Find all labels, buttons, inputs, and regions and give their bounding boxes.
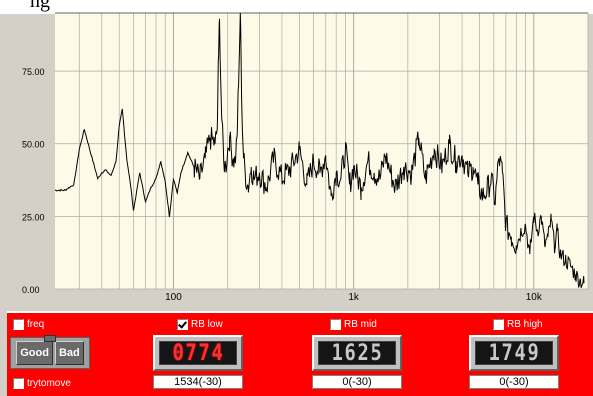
- y-tick-label: 0.00: [22, 285, 40, 295]
- rb-low-checkbox-box[interactable]: [177, 318, 188, 330]
- plot-area: [55, 13, 588, 289]
- bad-button[interactable]: Bad: [54, 341, 84, 365]
- rb-low-display: 0774: [153, 335, 243, 371]
- control-panel: freq Good Bad trytomove RB low 0774 1534…: [7, 311, 593, 396]
- rb-high-display: 1749: [469, 335, 559, 371]
- rb-high-checkbox[interactable]: RB high: [493, 317, 543, 331]
- y-tick-label: 50.00: [22, 140, 45, 150]
- freq-checkbox-box[interactable]: [13, 318, 24, 330]
- freq-label: freq: [27, 318, 45, 330]
- rb-high-display-value: 1749: [488, 341, 540, 365]
- title-fragment: ng: [0, 0, 593, 14]
- y-tick-label: 25.00: [22, 212, 45, 222]
- spectrum-trace: [54, 12, 585, 288]
- trytomove-label: trytomove: [27, 377, 71, 389]
- freq-checkbox[interactable]: freq: [13, 317, 44, 331]
- y-tick-label: 75.00: [22, 67, 45, 77]
- x-tick-label: 1k: [348, 292, 360, 303]
- rb-low-readout: 1534(-30): [153, 375, 243, 389]
- trytomove-checkbox[interactable]: trytomove: [13, 376, 71, 390]
- rb-low-label: RB low: [191, 318, 223, 330]
- spectrum-chart: 75.00 50.00 25.00 0.00 100 1k 10k: [22, 12, 589, 303]
- rb-mid-checkbox-box[interactable]: [330, 318, 341, 330]
- trytomove-checkbox-box[interactable]: [13, 377, 24, 389]
- good-button[interactable]: Good: [16, 341, 53, 365]
- rb-mid-label: RB mid: [344, 318, 377, 330]
- rb-high-checkbox-box[interactable]: [493, 318, 504, 330]
- title-text: ng: [30, 0, 50, 12]
- toggle-knob: [44, 335, 56, 342]
- rb-low-checkbox[interactable]: RB low: [177, 317, 223, 331]
- rb-mid-display: 1625: [312, 335, 402, 371]
- rb-high-readout: 0(-30): [469, 375, 559, 389]
- rb-mid-readout: 0(-30): [312, 375, 402, 389]
- rb-mid-display-value: 1625: [331, 341, 383, 365]
- x-tick-label: 10k: [526, 292, 543, 303]
- good-bad-toggle: Good Bad: [10, 335, 90, 369]
- rb-high-label: RB high: [507, 318, 543, 330]
- x-tick-label: 100: [165, 292, 182, 303]
- rb-mid-checkbox[interactable]: RB mid: [330, 317, 377, 331]
- rb-low-display-value: 0774: [172, 341, 224, 365]
